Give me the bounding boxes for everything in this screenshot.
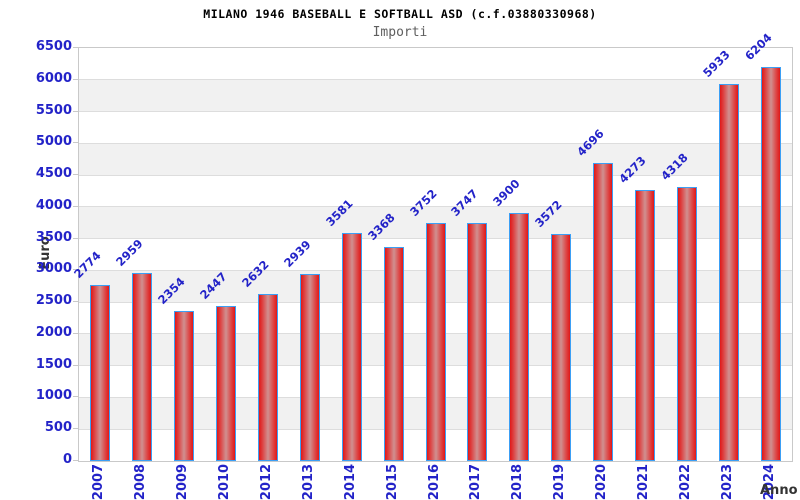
y-tick-label: 5000 (35, 134, 72, 150)
x-tick-label-2014: 2014 (342, 463, 358, 500)
x-tick-label-2012: 2012 (258, 463, 274, 500)
bar-2018 (509, 213, 530, 461)
bar-2013 (299, 274, 320, 461)
y-tick-mark (73, 174, 78, 176)
gridline (79, 111, 792, 113)
x-axis-title: Anno (760, 483, 798, 498)
bar-value-label: 3752 (406, 186, 440, 219)
y-tick-mark (73, 428, 78, 430)
y-tick-label: 500 (44, 420, 72, 436)
y-tick-mark (73, 205, 78, 207)
bar-2022 (677, 187, 698, 461)
bar-value-label: 3747 (448, 186, 482, 219)
y-tick-label: 6000 (35, 70, 72, 86)
bar-value-label: 3572 (532, 197, 565, 230)
x-tick-label-2017: 2017 (468, 463, 484, 500)
y-tick-mark (73, 110, 78, 112)
bar-2016 (425, 223, 446, 461)
bar-2008 (131, 273, 152, 461)
bar-value-label: 3581 (322, 196, 356, 229)
bar-2019 (551, 234, 572, 461)
x-tick-label-2023: 2023 (720, 463, 736, 500)
x-tick-label-2010: 2010 (216, 463, 232, 500)
bar-2023 (719, 84, 740, 461)
x-tick-label-2020: 2020 (594, 463, 610, 500)
gridline (79, 174, 792, 176)
y-tick-mark (73, 47, 78, 48)
bar-value-label: 2774 (71, 248, 104, 281)
x-tick-label-2022: 2022 (678, 463, 694, 500)
bar-2021 (635, 190, 656, 461)
x-tick-label-2009: 2009 (174, 463, 190, 500)
bar-2014 (341, 233, 362, 461)
y-tick-label: 4500 (35, 166, 72, 182)
bar-2024 (761, 67, 782, 461)
y-tick-mark (73, 364, 78, 366)
bar-2009 (173, 311, 194, 461)
y-tick-label: 4000 (35, 197, 72, 213)
bar-2017 (467, 223, 488, 461)
y-tick-label: 0 (62, 452, 72, 467)
bar-value-label: 2959 (113, 236, 146, 269)
bar-2015 (383, 247, 404, 461)
y-tick-mark (73, 301, 78, 303)
x-tick-label-2018: 2018 (510, 463, 526, 500)
y-tick-label: 1000 (35, 388, 72, 404)
gridline (79, 79, 792, 81)
x-tick-label-2015: 2015 (384, 463, 400, 500)
y-tick-label: 1500 (35, 356, 72, 372)
bar-2010 (215, 306, 236, 461)
x-tick-label-2007: 2007 (90, 463, 106, 500)
bar-value-label: 2939 (280, 237, 314, 270)
gridline (79, 142, 792, 144)
bar-value-label: 5933 (700, 47, 733, 80)
x-tick-label-2021: 2021 (636, 463, 652, 500)
bar-2007 (89, 285, 110, 461)
chart-title: MILANO 1946 BASEBALL E SOFTBALL ASD (c.f… (203, 7, 597, 21)
bar-value-label: 4318 (658, 150, 691, 183)
gridline (79, 206, 792, 208)
y-tick-mark (73, 396, 78, 398)
y-tick-label: 6500 (35, 39, 72, 54)
y-tick-mark (73, 460, 78, 461)
x-tick-label-2008: 2008 (132, 463, 148, 500)
y-tick-label: 2500 (35, 293, 72, 309)
bar-2020 (593, 163, 614, 461)
y-tick-mark (73, 332, 78, 334)
y-tick-mark (73, 78, 78, 80)
y-tick-mark (73, 269, 78, 271)
y-tick-mark (73, 237, 78, 239)
chart-subtitle: Importi (372, 25, 428, 40)
bar-value-label: 2447 (196, 269, 230, 302)
bar-value-label: 2632 (238, 257, 272, 290)
y-tick-label: 2000 (35, 324, 72, 340)
x-tick-label-2016: 2016 (426, 463, 442, 500)
bar-2012 (257, 294, 278, 461)
plot-area: 2774 2959 2354 2447 2632 2939 3581 3368 3752 3747… (71, 30, 793, 462)
x-tick-label-2013: 2013 (300, 463, 316, 500)
x-tick-label-2019: 2019 (552, 463, 568, 500)
y-tick-label: 3500 (35, 229, 72, 245)
y-tick-label: 3000 (35, 261, 72, 277)
y-tick-mark (73, 142, 78, 144)
y-tick-label: 5500 (35, 102, 72, 118)
bar-value-label: 3900 (490, 176, 524, 209)
bar-value-label: 4273 (616, 153, 649, 186)
